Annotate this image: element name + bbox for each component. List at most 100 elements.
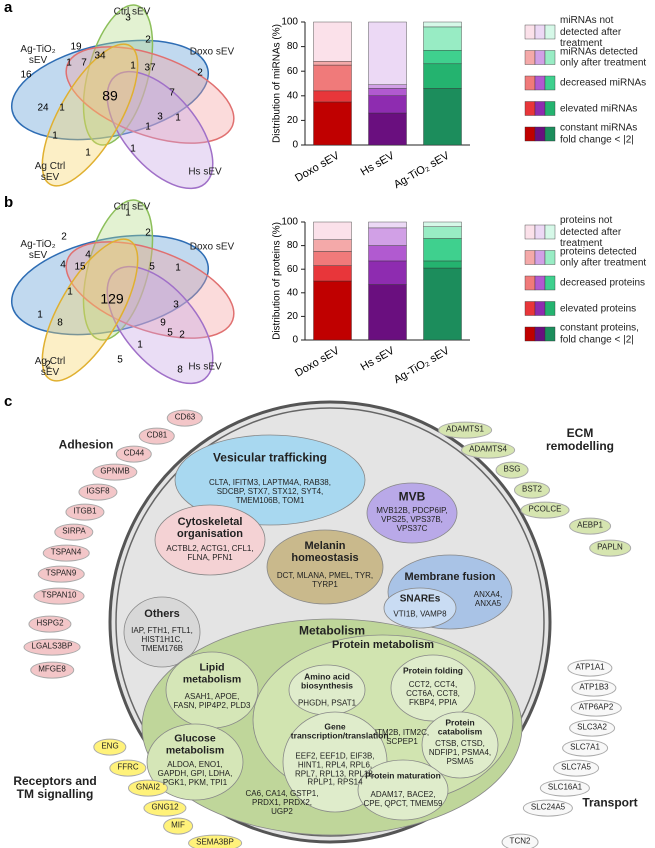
venn-set-label: Doxo sEV (189, 241, 235, 253)
gene-pill: IGSF8 (78, 483, 118, 501)
bar-segment (423, 21, 462, 28)
bar-segment (313, 265, 352, 282)
venn-count: 2 (179, 330, 185, 341)
gene-pill: ENG (93, 738, 127, 756)
legend-swatch (524, 275, 536, 291)
venn-set-label: Ctrl sEV (113, 201, 151, 213)
venn-count: 19 (70, 42, 82, 53)
x-tick-label: Doxo sEV (293, 149, 342, 184)
compartment-title: Membrane fusion (404, 570, 496, 583)
compartment (357, 759, 449, 821)
legend-swatch (534, 326, 546, 342)
bar-segment (313, 280, 352, 341)
venn-count: 37 (144, 63, 156, 74)
legend-swatch (524, 301, 536, 316)
bar-segment (423, 88, 462, 146)
gene-pill: SLC24A5 (522, 799, 574, 817)
gene-pill: TSPAN10 (33, 587, 85, 605)
compartment (123, 596, 201, 668)
compartment-title: Gene transcription/translation (290, 721, 389, 741)
gene-pill: CD81 (138, 427, 176, 445)
bar-segment (368, 245, 407, 262)
gene-list: ITM2B, ITM2C, SCPEP1 (374, 728, 430, 746)
legend-swatch (534, 250, 546, 265)
legend-label: proteins not detected after treatment (560, 214, 622, 249)
legend-swatch (524, 250, 536, 265)
venn-count: 1 (175, 263, 181, 274)
gene-list: IAP, FTH1, FTL1, HIST1H1C, TMEM176B (131, 625, 193, 653)
venn-set-label: Ag Ctrl sEV (34, 161, 66, 183)
legend-swatch (544, 224, 556, 240)
legend-swatch (544, 275, 556, 291)
venn-count: 3 (173, 300, 179, 311)
venn-set (65, 241, 235, 339)
compartment-title: Protein folding (403, 665, 463, 676)
group-title: Adhesion (58, 437, 114, 452)
compartment (154, 504, 266, 576)
x-tick-label: Doxo sEV (293, 344, 342, 379)
venn-count: 4 (60, 260, 66, 271)
gene-pill: CD44 (115, 445, 153, 463)
y-tick-label: 60 (287, 66, 299, 77)
bar-segment (313, 90, 352, 103)
legend-label: elevated miRNAs (560, 102, 638, 114)
gene-pill: SLC3A2 (569, 719, 615, 737)
gene-list: ALDOA, ENO1, GAPDH, GPI, LDHA, PGK1, PKM… (157, 759, 233, 787)
bar-segment (368, 88, 407, 96)
venn-set-label: Ag Ctrl sEV (34, 356, 66, 378)
gene-pill: SIRPA (54, 523, 94, 541)
gene-pill: CD63 (166, 409, 204, 427)
x-tick-label: Ag-TiO₂ sEV (392, 344, 452, 386)
gene-list: DCT, MLANA, PMEL, TYR, TYRP1 (276, 571, 374, 589)
y-tick-label: 40 (287, 287, 299, 298)
legend-label: miRNAs not detected after treatment (560, 14, 622, 49)
compartment (146, 723, 244, 801)
venn-count: 1 (85, 148, 91, 159)
gene-pill: HSPG2 (28, 615, 72, 633)
gene-pill: MIF (163, 817, 193, 835)
legend-swatch (544, 50, 556, 65)
group-title: Transport (582, 795, 638, 810)
compartment (421, 711, 499, 779)
legend-swatch (534, 24, 546, 40)
compartment (390, 654, 476, 722)
compartment-title: MVB (398, 489, 426, 504)
legend-swatch (534, 224, 546, 240)
gene-pill: SLC7A5 (553, 759, 599, 777)
compartment-title: Melanin homeostasis (291, 539, 359, 564)
venn-count: 1 (66, 58, 72, 69)
group-title: ECM remodelling (545, 425, 614, 453)
gene-list: CCT2, CCT4, CCT6A, CCT8, FKBP4, PPIA (406, 679, 460, 707)
venn-count: 1 (37, 310, 43, 321)
y-tick-label: 20 (287, 311, 299, 322)
y-tick-label: 20 (287, 115, 299, 126)
venn-count: 2 (197, 68, 203, 79)
venn-set-label: Ag-TiO₂ sEV (20, 44, 56, 66)
x-tick-label: Hs sEV (359, 344, 397, 373)
bar-segment (313, 221, 352, 240)
venn-count: 1 (59, 103, 65, 114)
venn-count: 2 (145, 228, 151, 239)
legend-label: decreased proteins (560, 277, 646, 289)
cell-inner (115, 407, 545, 837)
y-tick-label: 100 (281, 217, 298, 228)
bar-segment (368, 260, 407, 285)
bar-segment (368, 84, 407, 89)
gene-pill: AEBP1 (569, 517, 611, 535)
compartment (174, 434, 366, 526)
gene-pill: MFGE8 (30, 661, 74, 679)
gene-pill: BST2 (513, 481, 551, 499)
gene-list: MVB12B, PDCP6IP, VPS25, VPS37B, VPS37C (376, 505, 448, 533)
gene-list: ANXA4, ANXA5 (473, 590, 503, 608)
gene-list: PHGDH, PSAT1 (297, 698, 357, 708)
gene-pill: GNG12 (143, 799, 187, 817)
venn-set (65, 46, 235, 144)
legend-swatch (534, 301, 546, 316)
compartment-title: Vesicular trafficking (212, 450, 328, 465)
compartment (266, 529, 384, 605)
venn-count: 2 (61, 232, 67, 243)
venn-count: 24 (37, 103, 49, 114)
venn-set-label: Ag-TiO₂ sEV (20, 239, 56, 261)
bar-segment (423, 267, 462, 341)
